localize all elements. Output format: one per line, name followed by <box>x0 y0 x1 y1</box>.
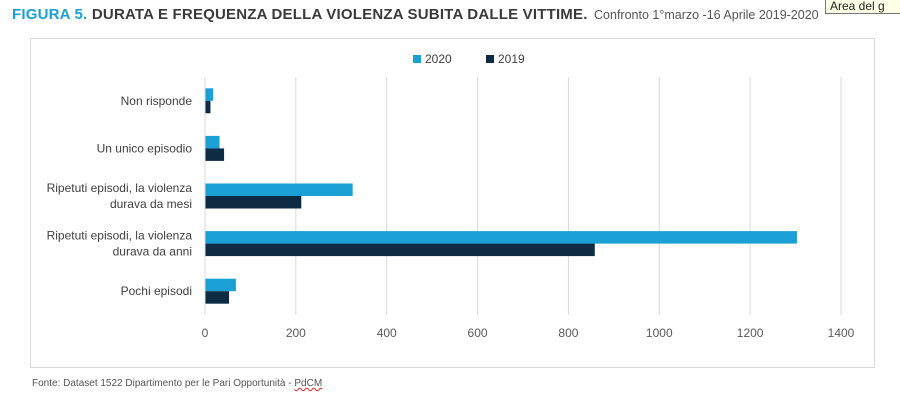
category-label-line: durava da anni <box>113 245 192 259</box>
category-label-line: Ripetuti episodi, la violenza <box>47 229 193 243</box>
x-tick-label: 800 <box>558 326 578 340</box>
legend-swatch-2020 <box>413 55 421 63</box>
category-label: Un unico episodio <box>97 141 193 155</box>
bar-2019 <box>205 148 225 161</box>
figure-label: FIGURA 5. <box>12 6 88 23</box>
chart-area[interactable]: 0 200 400 600 800 1000 1200 1400 Non risponde Un … <box>30 38 875 368</box>
bar-chart: 0 200 400 600 800 1000 1200 1400 Non risponde Un … <box>47 52 855 340</box>
category-label-line: Non risponde <box>121 94 193 108</box>
legend-label-2020: 2020 <box>425 52 452 66</box>
category-label: Ripetuti episodi, la violenza durava da m… <box>47 181 193 211</box>
category-label-line: Ripetuti episodi, la violenza <box>47 181 193 195</box>
x-tick-label: 1400 <box>828 326 855 340</box>
bar-2020 <box>205 135 220 149</box>
x-tick-label: 400 <box>377 326 397 340</box>
source-note: Fonte: Dataset 1522 Dipartimento per le … <box>32 378 322 389</box>
source-text: Fonte: Dataset 1522 Dipartimento per le … <box>32 378 295 389</box>
bar-2020 <box>205 231 797 244</box>
category-label-line: Un unico episodio <box>97 141 193 155</box>
bar-2019 <box>205 100 211 114</box>
tooltip: Area del g <box>825 0 900 14</box>
bar-2020 <box>205 183 353 196</box>
chart-title: DURATA E FREQUENZA DELLA VIOLENZA SUBITA… <box>91 6 588 23</box>
bar-2019 <box>205 243 595 257</box>
category-label-line: durava da mesi <box>110 197 192 211</box>
bar-2020 <box>205 278 236 292</box>
category-label-line: Pochi episodi <box>121 284 192 298</box>
bar-2019 <box>205 196 302 209</box>
category-label: Pochi episodi <box>121 284 192 298</box>
figure-header: FIGURA 5. DURATA E FREQUENZA DELLA VIOLE… <box>12 6 819 24</box>
source-acronym: PdCM <box>294 378 323 389</box>
x-tick-label: 1000 <box>646 326 673 340</box>
legend-label-2019: 2019 <box>498 52 525 66</box>
chart-subtitle: Confronto 1°marzo -16 Aprile 2019-2020 <box>594 8 819 22</box>
x-tick-label: 0 <box>202 326 209 340</box>
bar-2020 <box>205 88 214 101</box>
x-tick-label: 600 <box>468 326 488 340</box>
legend-swatch-2019 <box>486 55 494 63</box>
category-label: Non risponde <box>121 94 193 108</box>
bar-2019 <box>205 291 230 304</box>
category-label: Ripetuti episodi, la violenza durava da a… <box>47 229 193 259</box>
x-tick-label: 1200 <box>737 326 764 340</box>
x-tick-label: 200 <box>286 326 306 340</box>
